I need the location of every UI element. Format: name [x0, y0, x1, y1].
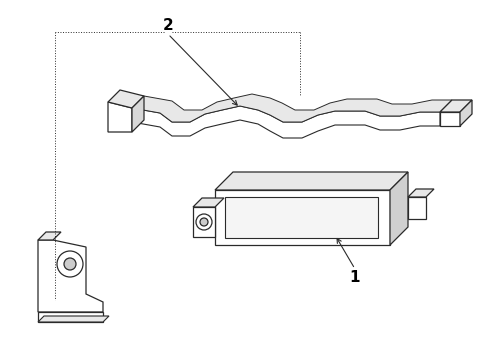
Text: 2: 2: [163, 18, 173, 32]
Polygon shape: [38, 232, 61, 240]
Polygon shape: [38, 316, 109, 322]
Circle shape: [64, 258, 76, 270]
Circle shape: [196, 214, 212, 230]
Polygon shape: [193, 198, 224, 207]
Polygon shape: [38, 240, 103, 312]
Polygon shape: [225, 197, 378, 238]
Polygon shape: [108, 102, 132, 132]
Polygon shape: [408, 189, 434, 197]
Text: 1: 1: [350, 270, 360, 285]
Polygon shape: [38, 312, 103, 322]
Polygon shape: [460, 100, 472, 126]
Polygon shape: [193, 207, 215, 237]
Polygon shape: [132, 96, 144, 132]
Polygon shape: [440, 100, 472, 112]
Polygon shape: [108, 90, 144, 108]
Polygon shape: [132, 94, 452, 122]
Polygon shape: [132, 106, 440, 138]
Polygon shape: [390, 172, 408, 245]
Circle shape: [200, 218, 208, 226]
Circle shape: [57, 251, 83, 277]
Polygon shape: [215, 190, 390, 245]
Polygon shape: [408, 197, 426, 219]
Polygon shape: [440, 112, 460, 126]
Polygon shape: [215, 172, 408, 190]
